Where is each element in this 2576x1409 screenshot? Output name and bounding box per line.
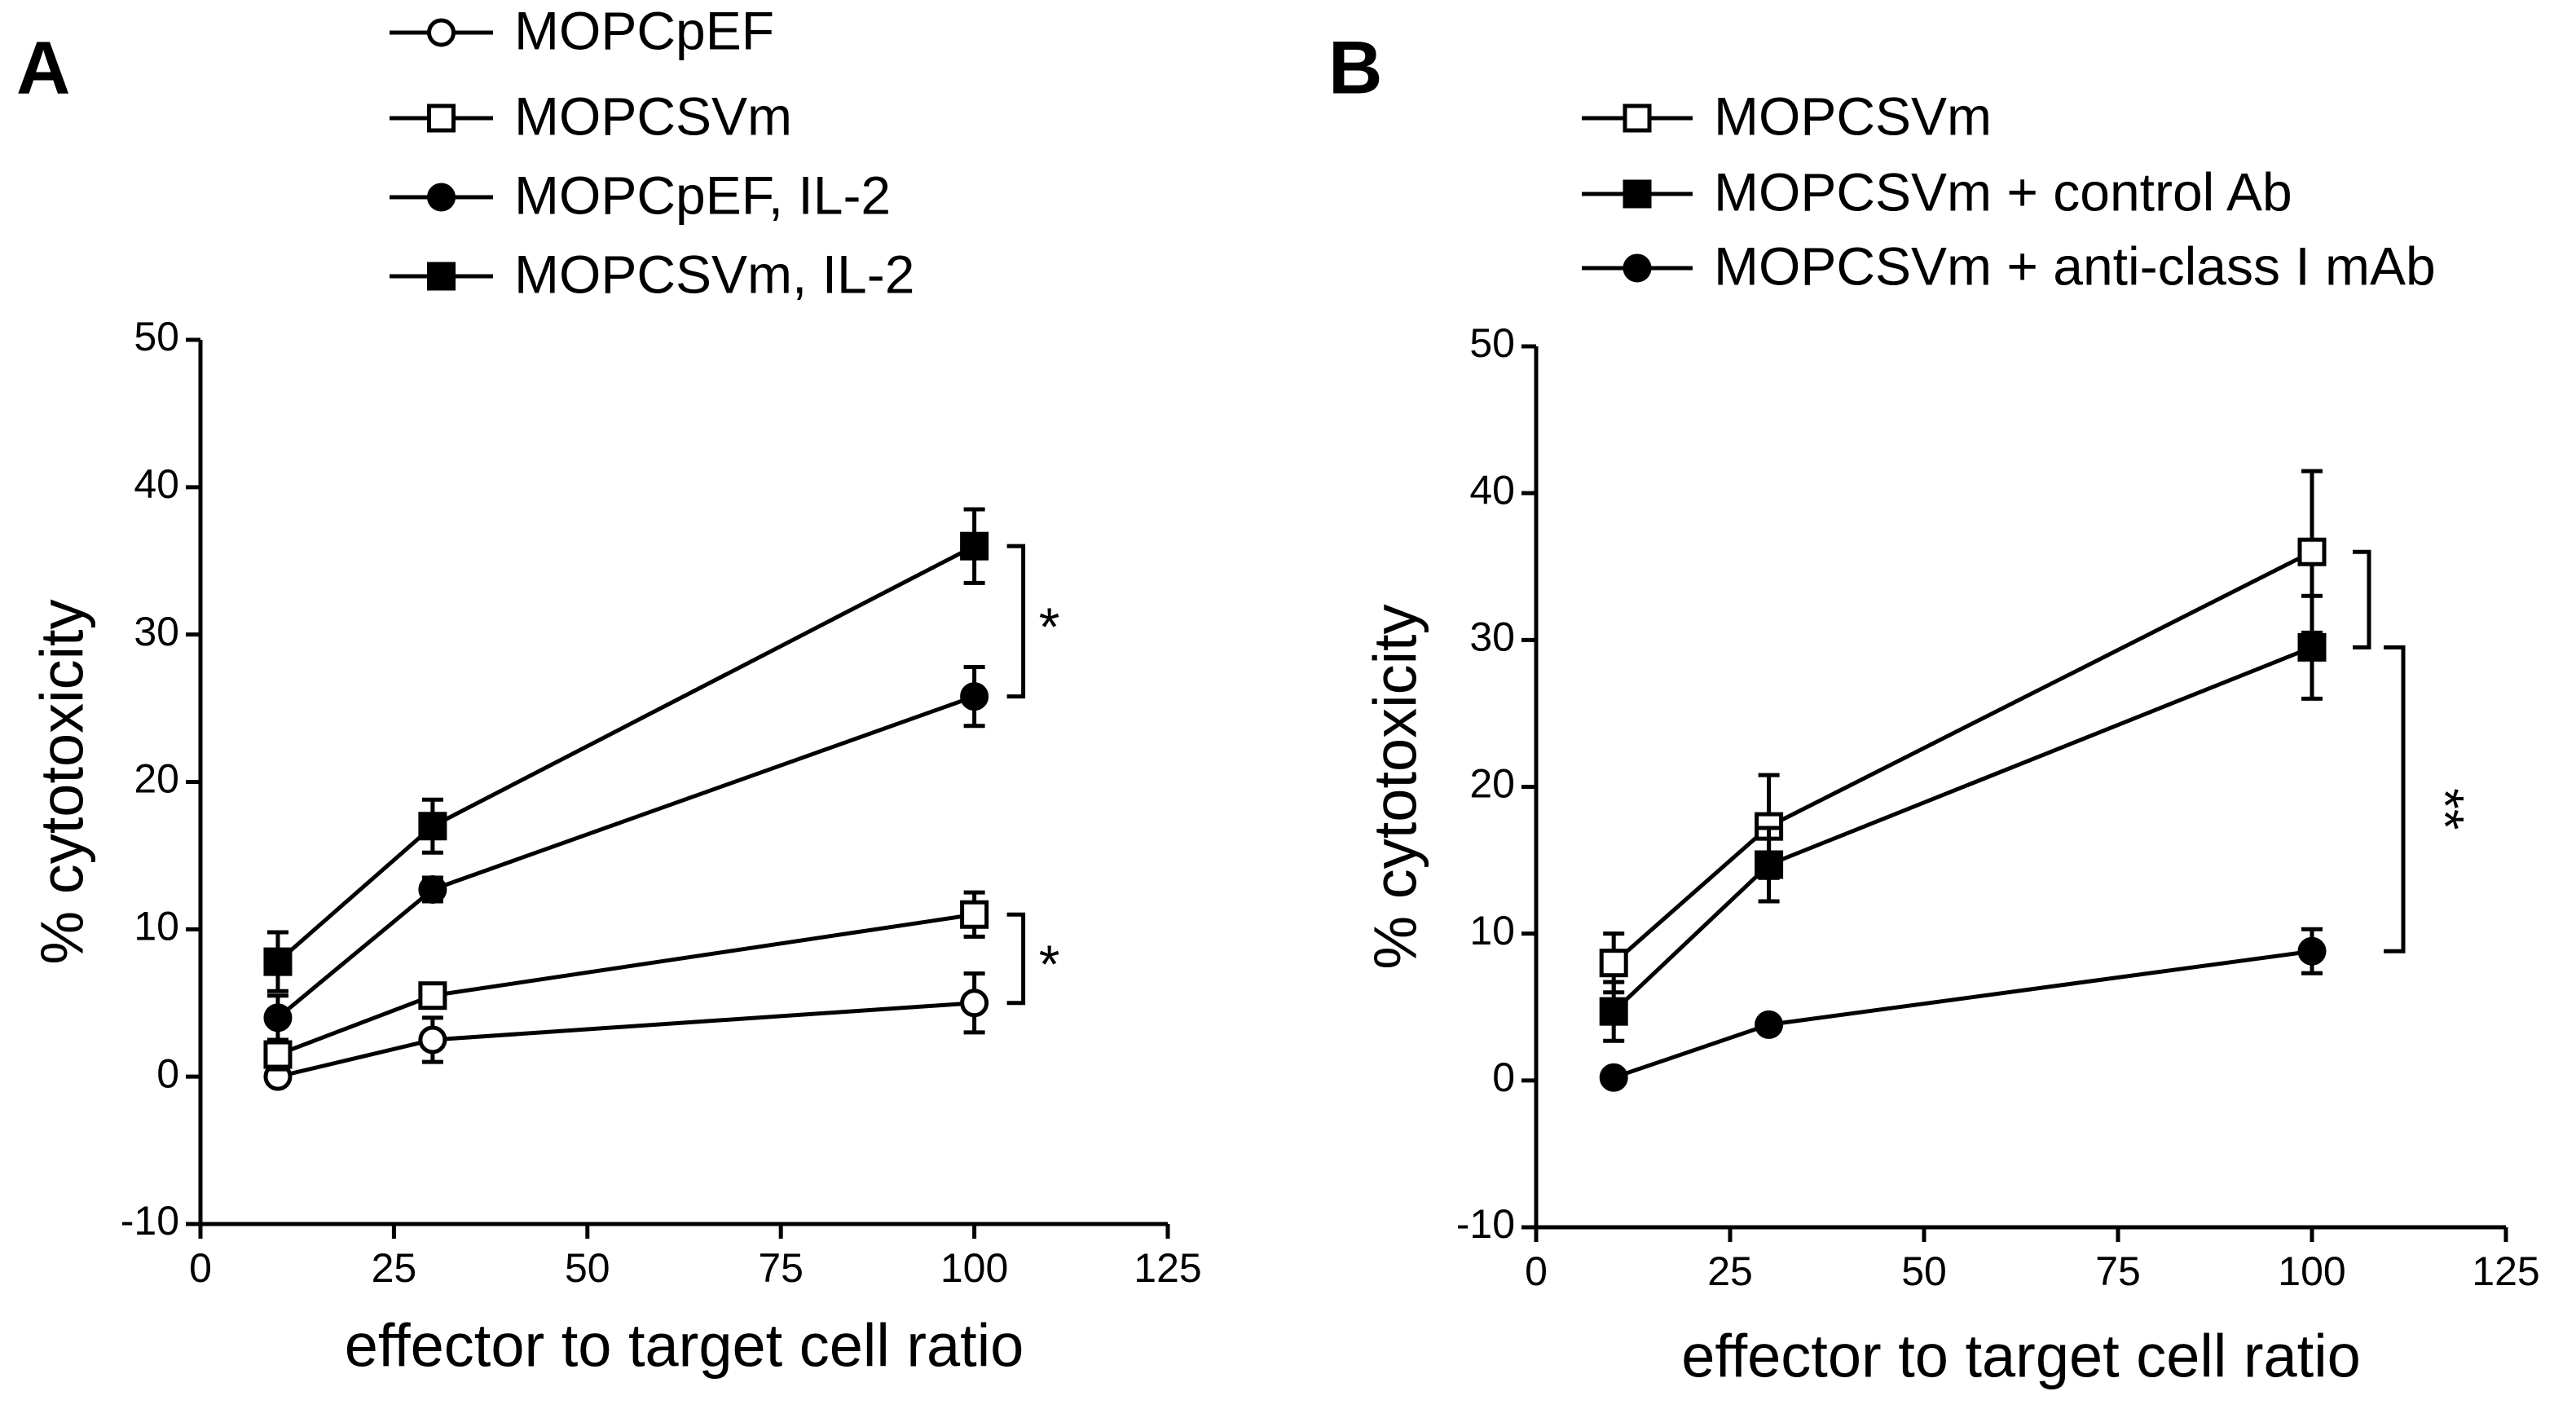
legend-label: MOPCSVm + anti-class I mAb — [1714, 236, 2436, 296]
y-tick-label: 50 — [1469, 320, 1515, 366]
legend-label: MOPCpEF — [514, 0, 774, 60]
significance-bracket — [1006, 912, 1026, 1006]
y-axis-title: % cytotoxicity — [1362, 604, 1429, 969]
x-tick-label: 75 — [758, 1245, 804, 1291]
marker — [2297, 936, 2327, 966]
x-tick-label: 0 — [1525, 1248, 1548, 1294]
significance-label: ** — [2415, 788, 2476, 830]
legend-label: MOPCSVm + control Ab — [1714, 161, 2292, 222]
x-tick-label: 50 — [1901, 1248, 1947, 1294]
marker — [263, 947, 293, 976]
legend-marker — [427, 262, 456, 291]
legend-label: MOPCSVm — [1714, 86, 1992, 146]
series-line — [1612, 645, 2313, 1013]
legend-marker — [427, 103, 456, 133]
legend-label: MOPCSVm — [514, 86, 792, 146]
marker — [1599, 1063, 1628, 1092]
x-tick-label: 50 — [565, 1245, 610, 1291]
marker — [960, 989, 989, 1018]
marker — [960, 682, 989, 711]
y-tick-label: 50 — [134, 314, 179, 359]
y-tick-label: 20 — [134, 756, 179, 802]
marker — [2297, 632, 2327, 662]
marker — [1755, 850, 1784, 879]
y-tick-label: 30 — [134, 609, 179, 654]
significance-bracket — [1006, 544, 1026, 699]
marker — [418, 1025, 447, 1055]
x-tick-label: 75 — [2095, 1248, 2141, 1294]
y-tick-label: 30 — [1469, 614, 1515, 660]
series-line — [276, 544, 975, 964]
legend-marker — [1623, 103, 1652, 133]
series-line — [1612, 550, 2314, 965]
marker — [418, 812, 447, 841]
y-tick-label: 40 — [134, 461, 179, 507]
x-axis-title: effector to target cell ratio — [345, 1312, 1024, 1380]
marker — [263, 1040, 293, 1069]
significance-label: * — [1039, 934, 1060, 994]
marker — [1755, 1010, 1784, 1039]
y-tick-label: 0 — [1492, 1055, 1515, 1100]
marker — [1599, 949, 1628, 978]
significance-bracket — [2384, 645, 2406, 953]
significance-label: * — [1039, 597, 1060, 657]
panel-label: A — [16, 26, 70, 109]
marker — [2297, 537, 2327, 566]
marker — [418, 875, 447, 905]
x-tick-label: 25 — [372, 1245, 417, 1291]
x-tick-label: 25 — [1707, 1248, 1753, 1294]
x-tick-label: 125 — [2472, 1248, 2539, 1294]
series-line — [277, 912, 975, 1057]
x-tick-label: 100 — [2278, 1248, 2345, 1294]
legend-marker — [1623, 253, 1652, 283]
y-tick-label: 10 — [134, 904, 179, 949]
legend-label: MOPCSVm, IL-2 — [514, 244, 914, 304]
y-tick-label: -10 — [121, 1198, 179, 1244]
legend-marker — [427, 18, 456, 47]
legend-marker — [427, 183, 456, 212]
significance-bracket — [2353, 549, 2371, 649]
x-tick-label: 0 — [189, 1245, 212, 1291]
x-tick-label: 125 — [1134, 1245, 1201, 1291]
x-tick-label: 100 — [940, 1245, 1008, 1291]
series-line — [1613, 949, 2313, 1080]
marker — [1599, 997, 1628, 1026]
y-axis-title: % cytotoxicity — [29, 599, 96, 964]
y-tick-label: 20 — [1469, 761, 1515, 807]
legend-label: MOPCpEF, IL-2 — [514, 165, 891, 225]
panel-label: B — [1328, 26, 1382, 109]
marker — [960, 900, 989, 929]
marker — [960, 531, 989, 561]
y-tick-label: -10 — [1456, 1201, 1515, 1247]
y-tick-label: 10 — [1469, 908, 1515, 953]
legend-marker — [1623, 179, 1652, 209]
marker — [418, 981, 447, 1011]
marker — [263, 1003, 293, 1033]
x-axis-title: effector to target cell ratio — [1681, 1323, 2361, 1390]
y-tick-label: 0 — [156, 1050, 179, 1096]
y-tick-label: 40 — [1469, 467, 1515, 513]
series-line — [276, 694, 975, 1019]
